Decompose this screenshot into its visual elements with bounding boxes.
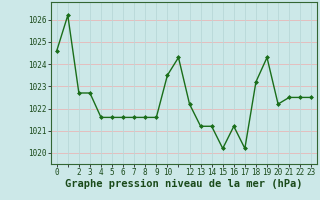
X-axis label: Graphe pression niveau de la mer (hPa): Graphe pression niveau de la mer (hPa) xyxy=(65,179,303,189)
